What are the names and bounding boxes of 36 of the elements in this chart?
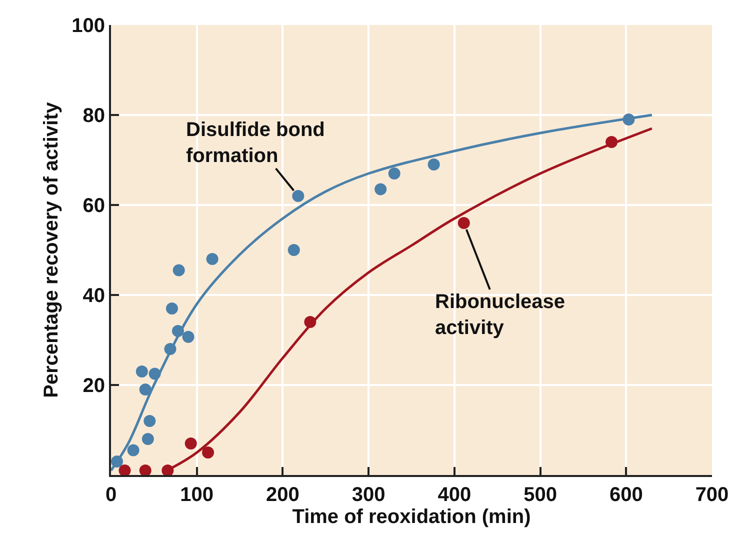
point: [127, 444, 140, 456]
point: [142, 433, 154, 445]
x-tick-label: 200: [266, 484, 300, 506]
y-tick-label: 100: [72, 15, 105, 37]
x-tick-label: 0: [105, 484, 117, 506]
y-tick-label: 80: [82, 105, 105, 127]
point: [428, 158, 440, 170]
text: Ribonuclease activity: [435, 291, 566, 339]
x-axis-title: Time of reoxidation (min): [292, 506, 531, 528]
y-tick-label: 40: [82, 285, 105, 307]
point: [288, 244, 300, 256]
x-tick-label: 300: [352, 484, 386, 506]
y-tick-label: 20: [82, 375, 105, 397]
x-tick-label: 400: [438, 484, 472, 506]
point: [184, 438, 197, 450]
point: [172, 264, 185, 276]
point: [388, 168, 400, 180]
point: [292, 190, 304, 202]
x-tick-label: 700: [695, 484, 729, 506]
x-tick-label: 500: [524, 484, 557, 506]
point: [182, 330, 194, 343]
x-tick-label: 600: [609, 484, 643, 506]
y-tick-label: 60: [82, 195, 105, 217]
point: [206, 253, 218, 265]
point: [458, 217, 470, 229]
point: [166, 302, 178, 314]
point: [374, 183, 387, 196]
series-label: Disulfide bond formation: [186, 119, 325, 167]
point: [139, 384, 152, 396]
x-tick-label: 100: [180, 484, 214, 506]
point: [118, 464, 131, 475]
point: [136, 366, 148, 378]
point: [144, 415, 156, 427]
point: [139, 464, 152, 475]
y-axis-title: Percentage recovery of activity: [40, 101, 63, 398]
point: [202, 446, 214, 458]
